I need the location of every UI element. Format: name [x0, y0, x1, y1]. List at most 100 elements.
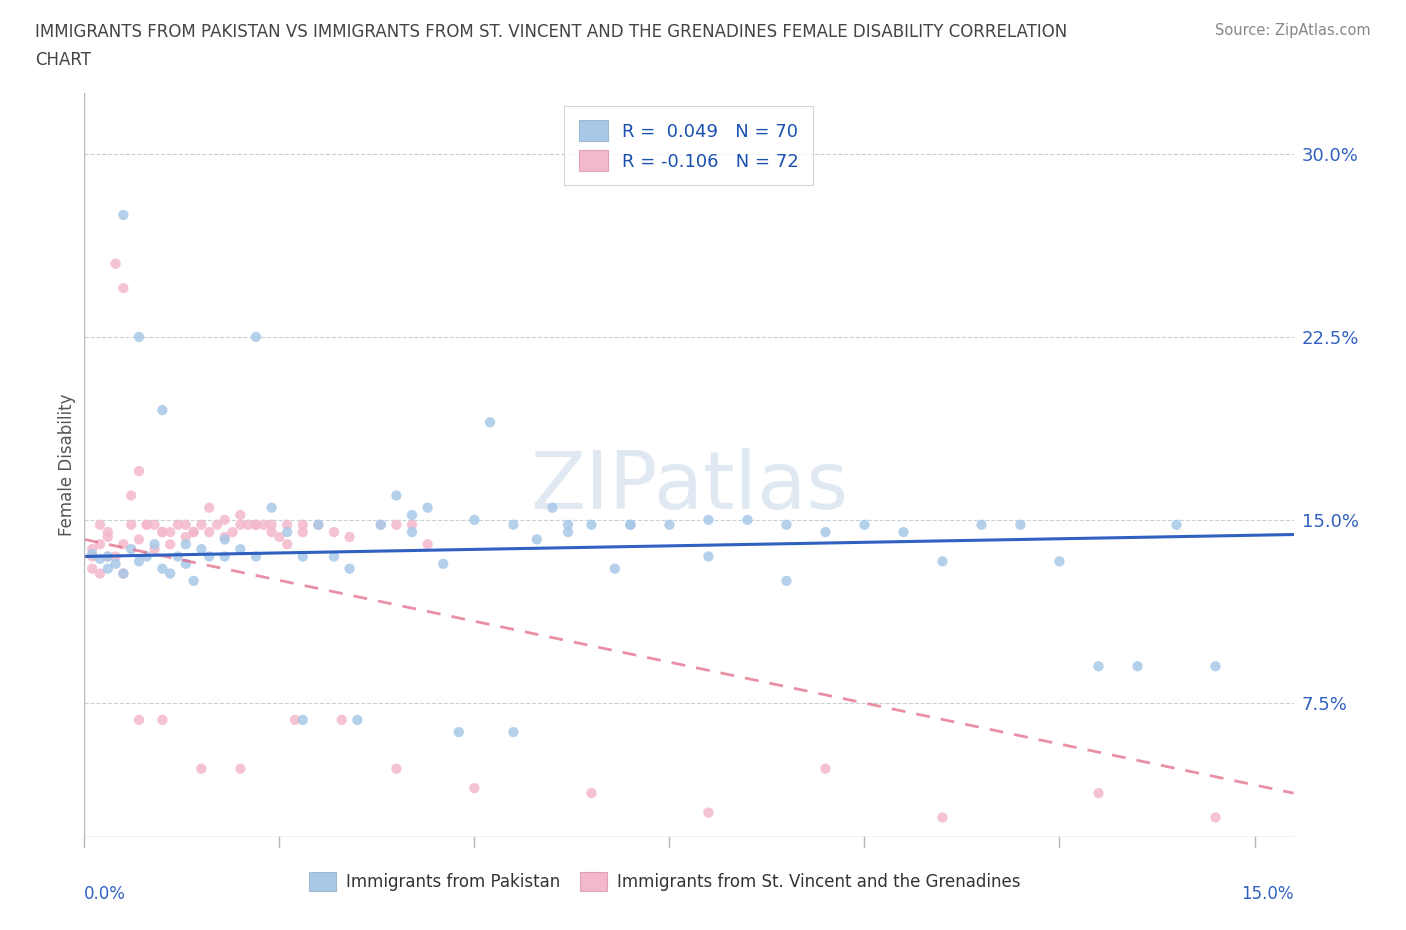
- Point: [229, 508, 252, 523]
- Point: [291, 712, 314, 727]
- Point: [697, 549, 720, 564]
- Point: [416, 537, 439, 551]
- Point: [1205, 810, 1227, 825]
- Point: [276, 537, 298, 551]
- Point: [1126, 658, 1149, 673]
- Point: [401, 508, 423, 523]
- Point: [128, 329, 150, 344]
- Point: [150, 561, 173, 576]
- Point: [89, 537, 111, 551]
- Text: IMMIGRANTS FROM PAKISTAN VS IMMIGRANTS FROM ST. VINCENT AND THE GRENADINES FEMAL: IMMIGRANTS FROM PAKISTAN VS IMMIGRANTS F…: [35, 23, 1067, 41]
- Text: CHART: CHART: [35, 51, 91, 69]
- Point: [432, 556, 454, 571]
- Point: [82, 541, 104, 556]
- Point: [557, 517, 579, 532]
- Point: [370, 517, 392, 532]
- Point: [159, 566, 181, 581]
- Point: [174, 537, 197, 551]
- Point: [214, 529, 236, 544]
- Point: [112, 566, 135, 581]
- Point: [385, 488, 408, 503]
- Point: [82, 547, 104, 562]
- Point: [291, 549, 314, 564]
- Point: [159, 525, 181, 539]
- Point: [214, 549, 236, 564]
- Point: [323, 525, 346, 539]
- Point: [198, 549, 221, 564]
- Point: [385, 517, 408, 532]
- Point: [135, 549, 157, 564]
- Point: [128, 712, 150, 727]
- Point: [214, 512, 236, 527]
- Point: [502, 517, 524, 532]
- Point: [174, 517, 197, 532]
- Point: [401, 517, 423, 532]
- Point: [128, 532, 150, 547]
- Point: [658, 517, 681, 532]
- Point: [183, 574, 205, 589]
- Point: [82, 561, 104, 576]
- Point: [238, 517, 260, 532]
- Point: [183, 525, 205, 539]
- Point: [346, 712, 368, 727]
- Point: [112, 566, 135, 581]
- Point: [167, 549, 190, 564]
- Point: [619, 517, 641, 532]
- Point: [479, 415, 502, 430]
- Point: [150, 712, 173, 727]
- Point: [970, 517, 993, 532]
- Point: [97, 549, 120, 564]
- Point: [135, 517, 157, 532]
- Point: [245, 329, 267, 344]
- Point: [385, 762, 408, 777]
- Point: [893, 525, 915, 539]
- Point: [603, 561, 626, 576]
- Point: [463, 512, 485, 527]
- Point: [190, 517, 212, 532]
- Point: [97, 525, 120, 539]
- Point: [214, 532, 236, 547]
- Point: [150, 525, 173, 539]
- Point: [229, 762, 252, 777]
- Point: [120, 517, 142, 532]
- Y-axis label: Female Disability: Female Disability: [58, 393, 76, 537]
- Point: [1087, 786, 1109, 801]
- Point: [89, 551, 111, 566]
- Point: [931, 554, 953, 569]
- Point: [82, 549, 104, 564]
- Point: [463, 781, 485, 796]
- Point: [339, 561, 361, 576]
- Point: [307, 517, 329, 532]
- Point: [260, 517, 283, 532]
- Point: [370, 517, 392, 532]
- Legend: Immigrants from Pakistan, Immigrants from St. Vincent and the Grenadines: Immigrants from Pakistan, Immigrants fro…: [301, 864, 1029, 899]
- Point: [167, 517, 190, 532]
- Point: [1010, 517, 1032, 532]
- Point: [557, 525, 579, 539]
- Point: [104, 556, 127, 571]
- Point: [120, 541, 142, 556]
- Point: [159, 537, 181, 551]
- Point: [269, 529, 291, 544]
- Point: [447, 724, 470, 739]
- Point: [198, 525, 221, 539]
- Point: [190, 541, 212, 556]
- Point: [104, 549, 127, 564]
- Text: 0.0%: 0.0%: [84, 885, 127, 903]
- Point: [401, 525, 423, 539]
- Point: [276, 517, 298, 532]
- Point: [291, 525, 314, 539]
- Point: [581, 786, 603, 801]
- Point: [284, 712, 307, 727]
- Point: [931, 810, 953, 825]
- Point: [97, 529, 120, 544]
- Point: [190, 762, 212, 777]
- Point: [1166, 517, 1188, 532]
- Point: [260, 525, 283, 539]
- Point: [775, 517, 797, 532]
- Point: [502, 724, 524, 739]
- Point: [697, 512, 720, 527]
- Point: [205, 517, 228, 532]
- Point: [307, 517, 329, 532]
- Point: [541, 500, 564, 515]
